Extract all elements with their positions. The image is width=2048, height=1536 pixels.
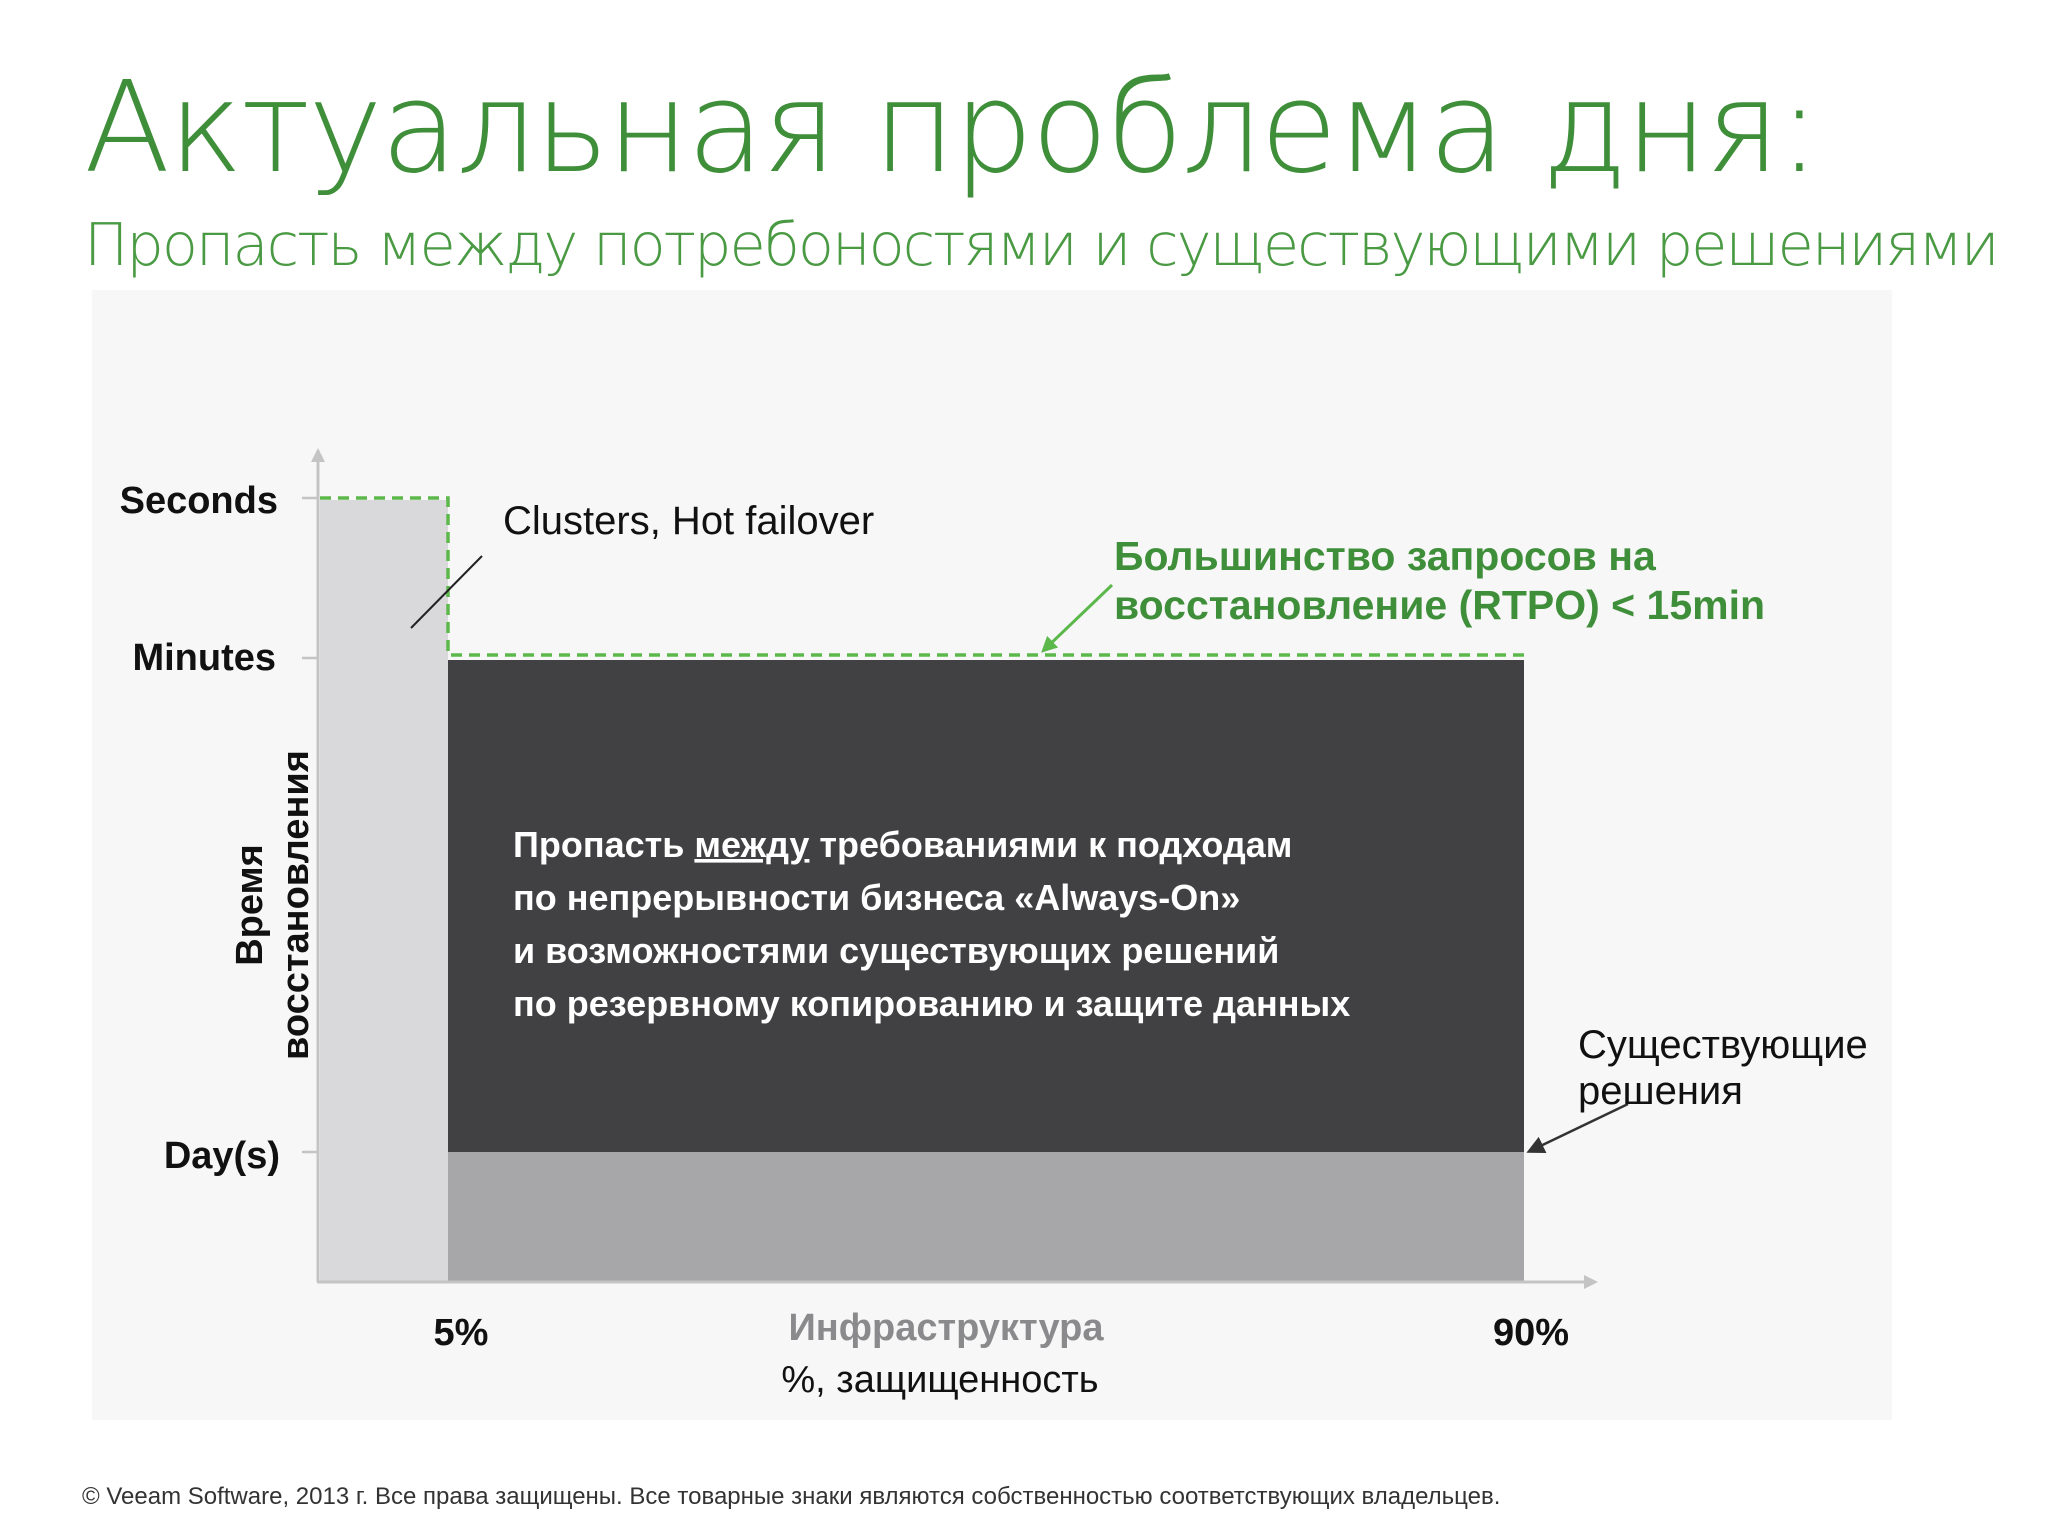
gap-text-line2: по непрерывности бизнеса «Always-On» (513, 877, 1240, 918)
rtpo-label-line2: восстановление (RTPO) < 15min (1114, 582, 1765, 628)
y-axis-title: Время восстановления (229, 750, 317, 1060)
clusters-region (320, 500, 448, 1282)
y-level-minutes: Minutes (132, 637, 276, 679)
existing-label-line1: Существующие (1578, 1023, 1868, 1067)
x-axis-title-line2: %, защищенность (781, 1359, 1098, 1401)
x-tick-90: 90% (1493, 1312, 1569, 1354)
y-axis-title-line2: восстановления (275, 750, 317, 1060)
y-level-seconds: Seconds (120, 480, 278, 522)
y-level-days: Day(s) (164, 1135, 280, 1177)
gap-text-underlined-word: между (694, 824, 809, 865)
y-axis-title-line1: Время (229, 844, 271, 966)
rtpo-label-line1: Большинство запросов на (1114, 533, 1657, 579)
slide-subtitle: Пропасть между потребоностями и существу… (84, 210, 2000, 279)
clusters-pointer (410, 555, 483, 629)
x-axis-title-line1: Инфраструктура (788, 1307, 1104, 1349)
gap-text-line1: Пропасть между требованиями к подходам (513, 824, 1292, 865)
existing-pointer (1526, 1102, 1629, 1154)
copyright-footer: © Veeam Software, 2013 г. Все права защи… (82, 1483, 1501, 1510)
gap-region (448, 660, 1524, 1152)
slide-title: Актуальная проблема дня: (84, 54, 1821, 201)
gap-text-line1-end: требованиями к подходам (809, 824, 1292, 865)
existing-label-line2: решения (1578, 1069, 1743, 1113)
clusters-label: Clusters, Hot failover (503, 499, 874, 543)
existing-solutions-region (448, 1152, 1524, 1282)
rtpo-pointer (1041, 583, 1114, 653)
rtpo-requirement-line (320, 496, 1524, 657)
gap-text-line1-start: Пропасть (513, 824, 694, 865)
x-tick-5: 5% (434, 1312, 489, 1354)
gap-text-line4: по резервному копированию и защите данны… (513, 983, 1350, 1024)
gap-text-line3: и возможностями существующих решений (513, 930, 1279, 971)
